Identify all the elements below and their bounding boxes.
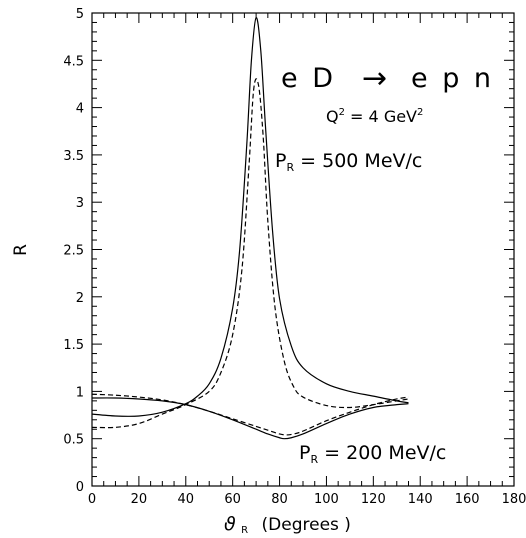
x-axis-symbol: ϑ <box>224 513 236 535</box>
x-tick-label: 140 <box>408 492 433 507</box>
x-tick-label: 80 <box>271 492 288 507</box>
y-tick-label: 0 <box>76 480 84 495</box>
axis-ticks <box>91 12 515 487</box>
x-tick-label: 180 <box>502 492 526 507</box>
p-lower-annotation: PR = 200 MeV/c <box>299 442 446 466</box>
x-tick-label: 0 <box>88 492 96 507</box>
y-tick-label: 1.5 <box>63 338 84 353</box>
y-tick-label: 1 <box>76 385 84 400</box>
y-tick-label: 4.5 <box>63 54 84 69</box>
q2-annotation: Q2 = 4 GeV2 <box>326 107 423 126</box>
x-tick-label: 40 <box>178 492 195 507</box>
x-tick-label: 120 <box>361 492 386 507</box>
series-lines <box>91 17 409 440</box>
y-tick-label: 5 <box>76 7 84 22</box>
x-axis-title: ϑ R (Degrees ) <box>224 513 351 538</box>
x-tick-label: 20 <box>131 492 148 507</box>
y-tick-label: 2 <box>76 291 84 306</box>
y-tick-label: 3.5 <box>63 149 84 164</box>
p-upper-annotation: PR = 500 MeV/c <box>275 150 422 174</box>
x-tick-label: 160 <box>455 492 480 507</box>
reaction-arrow: → <box>362 61 387 96</box>
y-tick-label: 3 <box>76 196 84 211</box>
x-axis-symbol-sub: R <box>241 525 248 536</box>
x-axis-text: (Degrees ) <box>262 515 351 535</box>
series-line-3 <box>91 397 409 440</box>
y-tick-label: 2.5 <box>63 244 84 259</box>
series-line-2 <box>91 78 409 429</box>
x-tick-label: 60 <box>224 492 241 507</box>
y-tick-label: 0.5 <box>63 433 84 448</box>
y-axis-title: R <box>11 244 31 256</box>
reaction-left: e D <box>281 63 336 94</box>
x-tick-label: 100 <box>314 492 339 507</box>
series-line-1 <box>91 17 409 417</box>
reaction-right: e p n <box>411 63 494 94</box>
y-tick-label: 4 <box>76 102 84 117</box>
tick-labels: 0 20 40 60 80 100 120 140 160 180 0 0.5 1 1.5 2 2.5 3 3.5… <box>63 7 526 507</box>
series-line-4 <box>91 393 409 436</box>
reaction-annotation: e D → e p n <box>281 61 494 96</box>
